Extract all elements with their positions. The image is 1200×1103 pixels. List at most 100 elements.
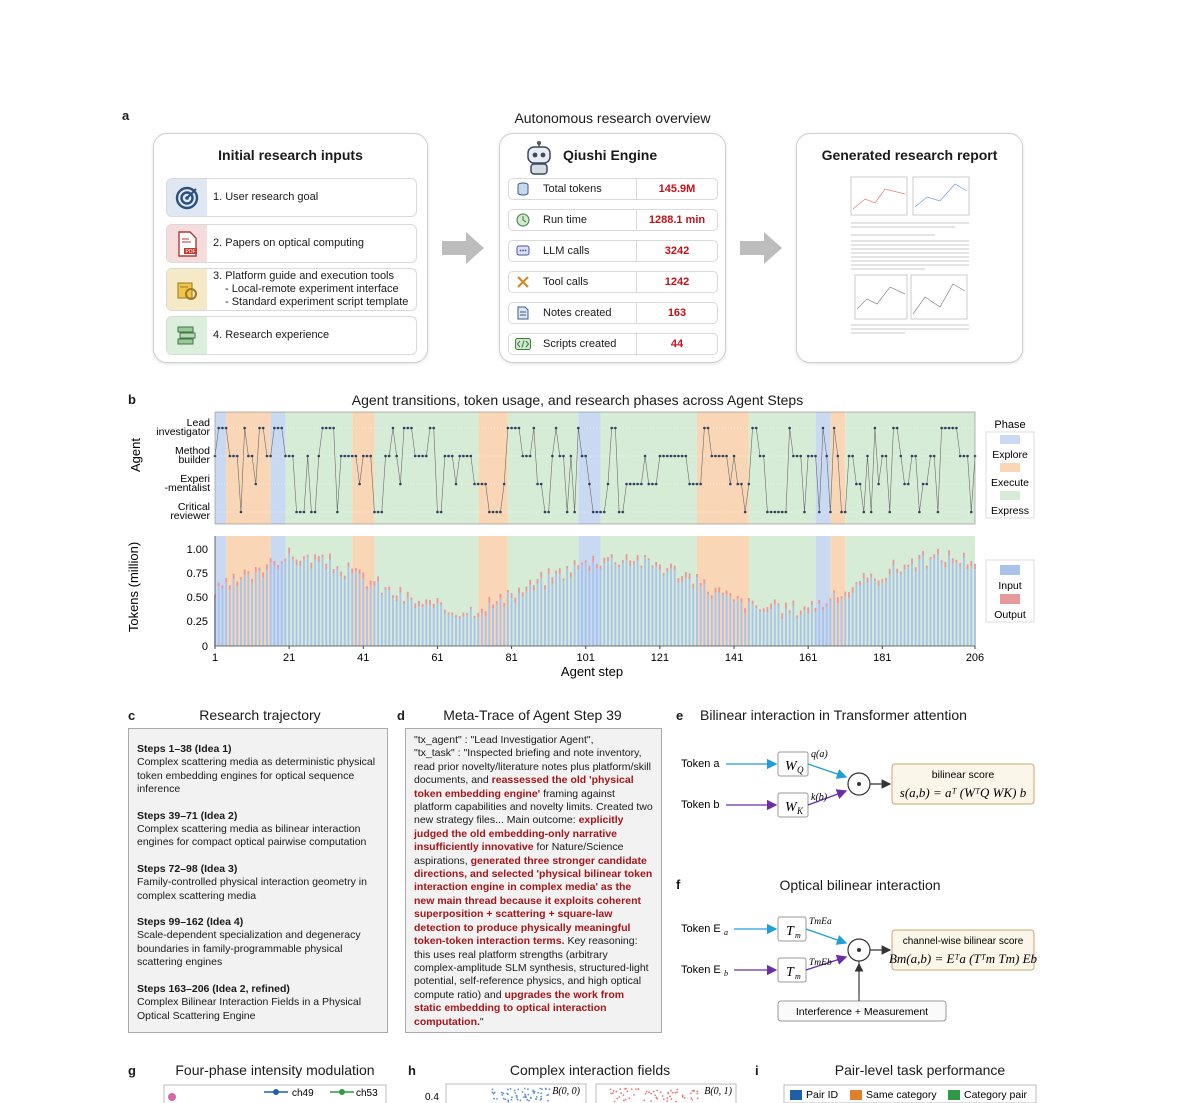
input-token-bar	[421, 607, 424, 646]
scatter-point	[506, 1088, 509, 1091]
input-token-bar	[751, 604, 754, 646]
agent-step-dot	[680, 454, 684, 458]
output-token-bar	[740, 598, 743, 603]
agent-step-dot	[491, 510, 495, 514]
input-token-bar	[306, 556, 309, 646]
agent-step-dot	[347, 454, 350, 458]
output-token-bar	[822, 606, 824, 610]
trajectory-step: Steps 39–71 (Idea 2) Complex scattering m…	[137, 810, 379, 850]
input-token-bar	[792, 605, 795, 646]
output-token-bar	[636, 555, 639, 561]
output-token-bar	[777, 603, 780, 606]
output-token-bar	[358, 569, 361, 574]
agent-step-dot	[884, 454, 888, 458]
note-icon	[509, 303, 537, 323]
input-token-bar	[351, 573, 354, 646]
output-token-bar	[707, 591, 709, 595]
scatter-point	[656, 1089, 659, 1092]
output-token-bar	[785, 602, 787, 609]
agent-step-dot	[380, 510, 384, 514]
agent-label: Critical	[178, 501, 210, 513]
phase-band	[830, 412, 846, 524]
panel-f-letter: f	[676, 877, 681, 892]
tokens-axis-label: Tokens (million)	[126, 542, 141, 632]
output-token-bar	[684, 572, 687, 578]
inputs-card-title: Initial research inputs	[218, 147, 363, 163]
output-token-bar	[265, 564, 268, 570]
token-tick: 1.00	[187, 544, 208, 556]
input-token-bar	[744, 613, 747, 646]
metric-value: 3242	[664, 245, 690, 257]
metric-total-tokens: Total tokens 145.9M	[508, 178, 718, 200]
agent-step-dot	[473, 482, 476, 486]
token-ea-sub: a	[724, 928, 728, 937]
scatter-point	[668, 1095, 671, 1098]
scatter-point	[529, 1096, 532, 1099]
agent-step-dot	[799, 454, 803, 458]
scatter-point	[537, 1091, 540, 1094]
kb-label: k(b)	[811, 792, 828, 803]
input-token-bar	[455, 617, 457, 646]
meta-trace-task: "tx_task" : "Inspected briefing and note…	[414, 747, 653, 1029]
input-token-bar	[848, 597, 850, 646]
output-token-bar	[877, 580, 880, 587]
output-token-bar	[417, 600, 420, 606]
panel-a-letter: a	[122, 108, 130, 123]
agent-step-dot	[224, 426, 228, 430]
agent-step-dot	[365, 454, 369, 458]
output-token-bar	[566, 566, 569, 569]
agent-step-dot	[610, 426, 613, 430]
output-token-bar	[406, 591, 409, 598]
agent-step-dot	[788, 426, 791, 430]
output-token-bar	[703, 579, 706, 584]
output-token-bar	[443, 609, 446, 614]
input-item-label: 1. User research goal	[213, 191, 319, 203]
agent-step-dot	[384, 454, 387, 458]
panel-b-letter: b	[128, 392, 136, 407]
output-token-bar	[447, 612, 450, 615]
input-token-bar	[725, 594, 728, 646]
output-token-bar	[544, 585, 546, 590]
output-token-bar	[603, 557, 606, 564]
input-token-bar	[640, 568, 643, 646]
output-token-bar	[666, 568, 669, 572]
input-token-bar	[703, 583, 706, 646]
input-token-bar	[618, 567, 621, 646]
input-token-bar	[851, 592, 854, 646]
scatter-point	[676, 1088, 679, 1091]
agent-step-dot	[439, 510, 443, 514]
output-token-bar	[925, 565, 928, 569]
input-token-bar	[473, 618, 476, 646]
optical-bilinear-diagram: Token E a Token E b T m T m TmEa TmEb ch…	[681, 916, 1038, 1022]
input-token-bar	[710, 598, 713, 646]
scatter-point	[696, 1092, 699, 1095]
output-token-bar	[306, 554, 309, 557]
output-token-bar	[455, 614, 457, 618]
phase-band	[285, 412, 353, 524]
input-token-bar	[492, 608, 494, 646]
input-token-bar	[592, 561, 595, 646]
scatter-point	[491, 1088, 494, 1091]
input-item-papers: PDF 2. Papers on optical computing	[166, 224, 417, 263]
scatter-point	[613, 1100, 616, 1103]
agent-step-dot	[640, 482, 643, 486]
x-axis-label: Agent step	[561, 664, 623, 679]
output-token-bar	[521, 592, 524, 597]
scatter-point	[507, 1100, 510, 1103]
input-token-bar	[747, 601, 750, 646]
output-token-bar	[807, 607, 810, 614]
agent-step-dot	[777, 510, 780, 514]
output-token-bar	[436, 598, 439, 604]
agent-step-dot	[806, 454, 810, 458]
scatter-point	[675, 1100, 677, 1103]
legend-label: ch49	[292, 1088, 314, 1099]
input-token-bar	[810, 604, 813, 646]
input-token-bar	[655, 566, 658, 646]
scatter-point	[511, 1096, 513, 1099]
output-token-bar	[569, 572, 572, 578]
agent-step-dot	[376, 510, 380, 514]
input-token-bar	[573, 565, 576, 646]
input-token-bar	[721, 595, 724, 646]
input-token-bar	[696, 577, 698, 646]
meta-trace-highlight: reassessed the old 'physical token embed…	[414, 774, 634, 800]
